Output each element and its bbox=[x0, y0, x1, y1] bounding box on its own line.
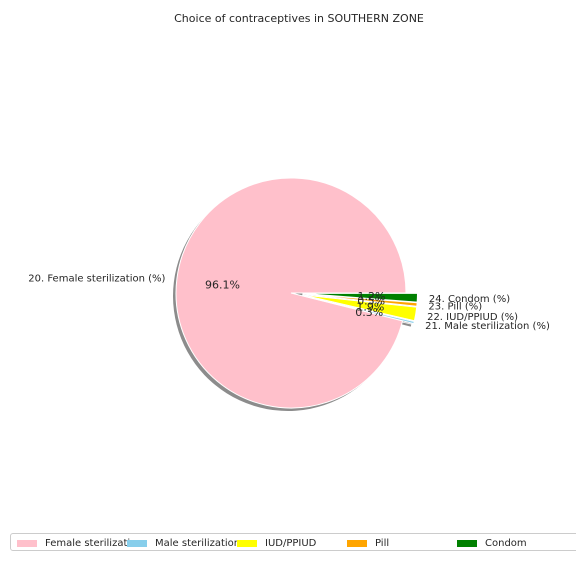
pie-slice-pill bbox=[302, 293, 418, 307]
legend-label-iud-ppiud: IUD/PPIUD bbox=[265, 537, 317, 549]
pie-slice-female-sterilization bbox=[175, 177, 407, 409]
legend-label-condom: Condom bbox=[485, 537, 527, 549]
legend-swatch-condom bbox=[457, 539, 477, 547]
slice-label-pill: 23. Pill (%) bbox=[428, 302, 482, 313]
pct-label-pill: 0.5% bbox=[357, 294, 385, 307]
legend-swatch-iud-ppiud bbox=[237, 539, 257, 547]
slice-label-condom: 24. Condom (%) bbox=[429, 294, 510, 305]
pie-slice-condom bbox=[302, 292, 418, 303]
legend-swatch-pill bbox=[347, 539, 367, 547]
slice-label-iud-ppiud: 22. IUD/PPIUD (%) bbox=[427, 312, 518, 323]
pie-slice-iud-ppiud bbox=[302, 294, 418, 322]
legend-item-condom: Condom bbox=[457, 536, 527, 550]
pct-label-condom: 1.2% bbox=[357, 290, 385, 303]
pct-label-female-sterilization: 96.1% bbox=[205, 279, 240, 292]
legend-item-female-sterilization: Female sterilization bbox=[17, 536, 143, 550]
legend-swatch-male-sterilization bbox=[127, 539, 147, 547]
legend-label-male-sterilization: Male sterilization bbox=[155, 537, 241, 549]
legend: Female sterilization Male sterilization IU… bbox=[10, 533, 576, 551]
legend-item-male-sterilization: Male sterilization bbox=[127, 536, 240, 550]
slice-label-female-sterilization: 20. Female sterilization (%) bbox=[28, 274, 165, 285]
pct-label-iud-ppiud: 1.9% bbox=[356, 300, 384, 313]
pie-slice-male-sterilization bbox=[302, 295, 415, 325]
pct-label-male-sterilization: 0.3% bbox=[355, 306, 383, 319]
slice-label-male-sterilization: 21. Male sterilization (%) bbox=[425, 321, 550, 332]
legend-item-iud-ppiud: IUD/PPIUD bbox=[237, 536, 316, 550]
legend-label-female-sterilization: Female sterilization bbox=[45, 537, 143, 549]
legend-item-pill: Pill bbox=[347, 536, 389, 550]
legend-swatch-female-sterilization bbox=[17, 539, 37, 547]
legend-label-pill: Pill bbox=[375, 537, 390, 549]
chart-title: Choice of contraceptives in SOUTHERN ZON… bbox=[174, 12, 424, 25]
